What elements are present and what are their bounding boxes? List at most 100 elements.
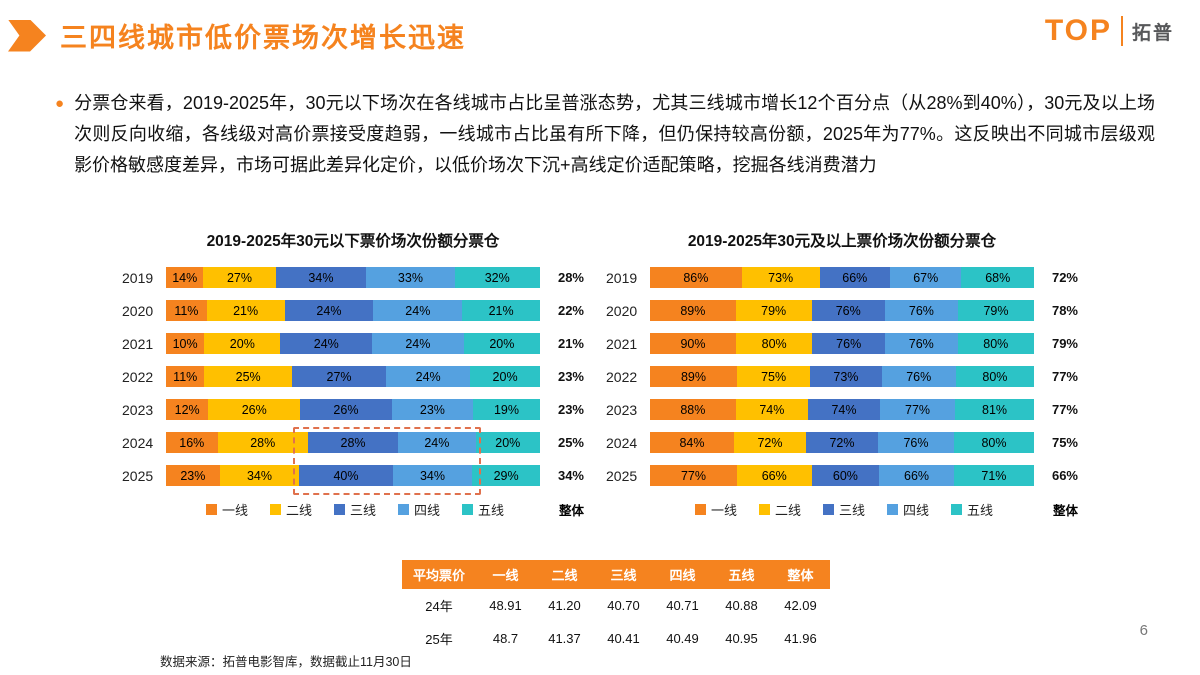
legend-swatch [269, 504, 281, 515]
legend-items: 一线 二线 三线 四线 五线 [650, 500, 1038, 519]
bar-segment: 66% [819, 267, 890, 288]
bar-segment: 19% [472, 399, 540, 420]
bar-segment: 75% [736, 366, 811, 387]
bar-segment: 28% [307, 432, 399, 453]
bar-segment: 81% [955, 399, 1034, 420]
bar-segment: 25% [204, 366, 292, 387]
year-label: 2019 [122, 269, 154, 286]
chart-rows: 2019 86% 73% 66% 67% 68% 72% 2020 89% 79% 76% 76% 79… [606, 267, 1078, 486]
legend-swatch [758, 504, 770, 515]
bar-segment: 86% [650, 267, 742, 288]
stacked-bar: 12% 26% 26% 23% 19% [166, 399, 540, 420]
legend-swatch [887, 504, 898, 515]
bar-segment: 40% [299, 465, 393, 486]
bar-segment: 80% [954, 432, 1034, 453]
overall-value: 77% [1051, 402, 1078, 417]
bar-segment: 34% [275, 267, 367, 288]
chart-title: 2019-2025年30元以下票价场次份额分票仓 [206, 233, 500, 250]
bar-segment: 73% [741, 267, 820, 288]
year-label: 2023 [606, 401, 638, 418]
table-cell: 40.49 [653, 622, 712, 655]
overall-value: 77% [1051, 369, 1078, 384]
chart-row: 2023 88% 74% 74% 77% 81% 77% [606, 399, 1078, 420]
bar-segment: 24% [284, 300, 374, 321]
legend-label: 二线 [285, 503, 312, 518]
bar-segment: 33% [366, 267, 455, 288]
bar-segment: 72% [806, 432, 878, 453]
legend-swatch [951, 504, 963, 515]
bar-segment: 76% [881, 366, 956, 387]
stacked-bar: 89% 79% 76% 76% 79% [650, 300, 1034, 321]
bar-segment: 24% [280, 333, 373, 354]
chart-high-price-share: 2019-2025年30元及以上票价场次份额分票仓 2019 86% 73% 66% 6… [606, 232, 1078, 519]
overall-value: 21% [557, 336, 584, 351]
legend-overall-label: 整体 [1052, 504, 1078, 518]
chart-row: 2019 14% 27% 34% 33% 32% 28% [122, 267, 584, 288]
table-header-cell: 五线 [712, 560, 771, 589]
chart-low-price-share: 2019-2025年30元以下票价场次份额分票仓 2019 14% 27% 34% 33… [122, 232, 584, 519]
legend-item: 二线 [758, 500, 801, 519]
bar-segment: 74% [735, 399, 808, 420]
bar-segment: 90% [650, 333, 736, 354]
legend-item: 三线 [822, 500, 865, 519]
legend-item: 五线 [951, 500, 993, 519]
bar-segment: 74% [807, 399, 881, 420]
slide-header: 三四线城市低价票场次增长迅速 [8, 16, 466, 55]
bar-segment: 23% [391, 399, 473, 420]
stacked-bar: 88% 74% 74% 77% 81% [650, 399, 1034, 420]
table-cell: 40.71 [653, 589, 712, 622]
stacked-bar: 11% 21% 24% 24% 21% [166, 300, 541, 321]
legend-label: 三线 [349, 503, 376, 518]
legend-swatch [398, 504, 409, 515]
table-cell: 48.91 [476, 589, 535, 622]
year-label: 2021 [606, 335, 638, 352]
year-label: 2022 [122, 368, 154, 385]
chart-title: 2019-2025年30元及以上票价场次份额分票仓 [687, 233, 997, 250]
table-cell: 41.96 [771, 622, 830, 655]
bar-segment: 29% [472, 465, 540, 486]
overall-value: 75% [1051, 435, 1078, 450]
table-cell: 42.09 [771, 589, 830, 622]
bar-segment: 20% [204, 333, 281, 354]
legend-label: 二线 [774, 503, 801, 518]
overall-value: 23% [557, 402, 584, 417]
bar-segment: 84% [650, 432, 734, 453]
table-header-row: 平均票价 一线 二线 三线 四线 五线 整体 [402, 560, 830, 589]
overall-value: 72% [1051, 270, 1078, 285]
chart-row: 2022 11% 25% 27% 24% 20% 23% [122, 366, 584, 387]
overall-value: 34% [557, 468, 584, 483]
stacked-bar: 23% 34% 40% 34% 29% [166, 465, 540, 486]
chart-legend: 一线 二线 三线 四线 五线 整体 [122, 500, 584, 519]
legend-label: 四线 [903, 503, 930, 518]
year-label: 2022 [606, 368, 638, 385]
table-cell: 40.95 [712, 622, 771, 655]
table-cell: 40.88 [712, 589, 771, 622]
bar-segment: 24% [398, 432, 476, 453]
stacked-bar: 11% 25% 27% 24% 20% [166, 366, 541, 387]
table-row: 25年 48.7 41.37 40.41 40.49 40.95 41.96 [402, 622, 830, 655]
legend-label: 一线 [710, 503, 737, 518]
year-label: 2023 [122, 401, 154, 418]
bar-segment: 20% [470, 366, 541, 387]
chart-row: 2022 89% 75% 73% 76% 80% 77% [606, 366, 1078, 387]
table-cell: 48.7 [476, 622, 535, 655]
year-label: 2024 [122, 434, 154, 451]
bar-segment: 80% [735, 333, 813, 354]
bar-segment: 21% [462, 300, 541, 321]
legend-item: 一线 [694, 500, 737, 519]
overall-value: 79% [1051, 336, 1078, 351]
bar-segment: 80% [955, 366, 1035, 387]
bar-segment: 12% [166, 399, 209, 420]
bar-segment: 77% [650, 465, 737, 486]
bar-segment: 11% [166, 300, 207, 321]
bar-segment: 66% [879, 465, 954, 486]
chart-row: 2019 86% 73% 66% 67% 68% 72% [606, 267, 1078, 288]
stacked-bar: 84% 72% 72% 76% 80% [650, 432, 1034, 453]
chart-legend: 一线 二线 三线 四线 五线 整体 [606, 500, 1078, 519]
table-cell: 40.41 [594, 622, 653, 655]
legend-item: 一线 [205, 500, 248, 519]
page-number: 6 [1139, 622, 1148, 639]
legend-items: 一线 二线 三线 四线 五线 [166, 500, 544, 519]
chart-row: 2020 11% 21% 24% 24% 21% 22% [122, 300, 584, 321]
